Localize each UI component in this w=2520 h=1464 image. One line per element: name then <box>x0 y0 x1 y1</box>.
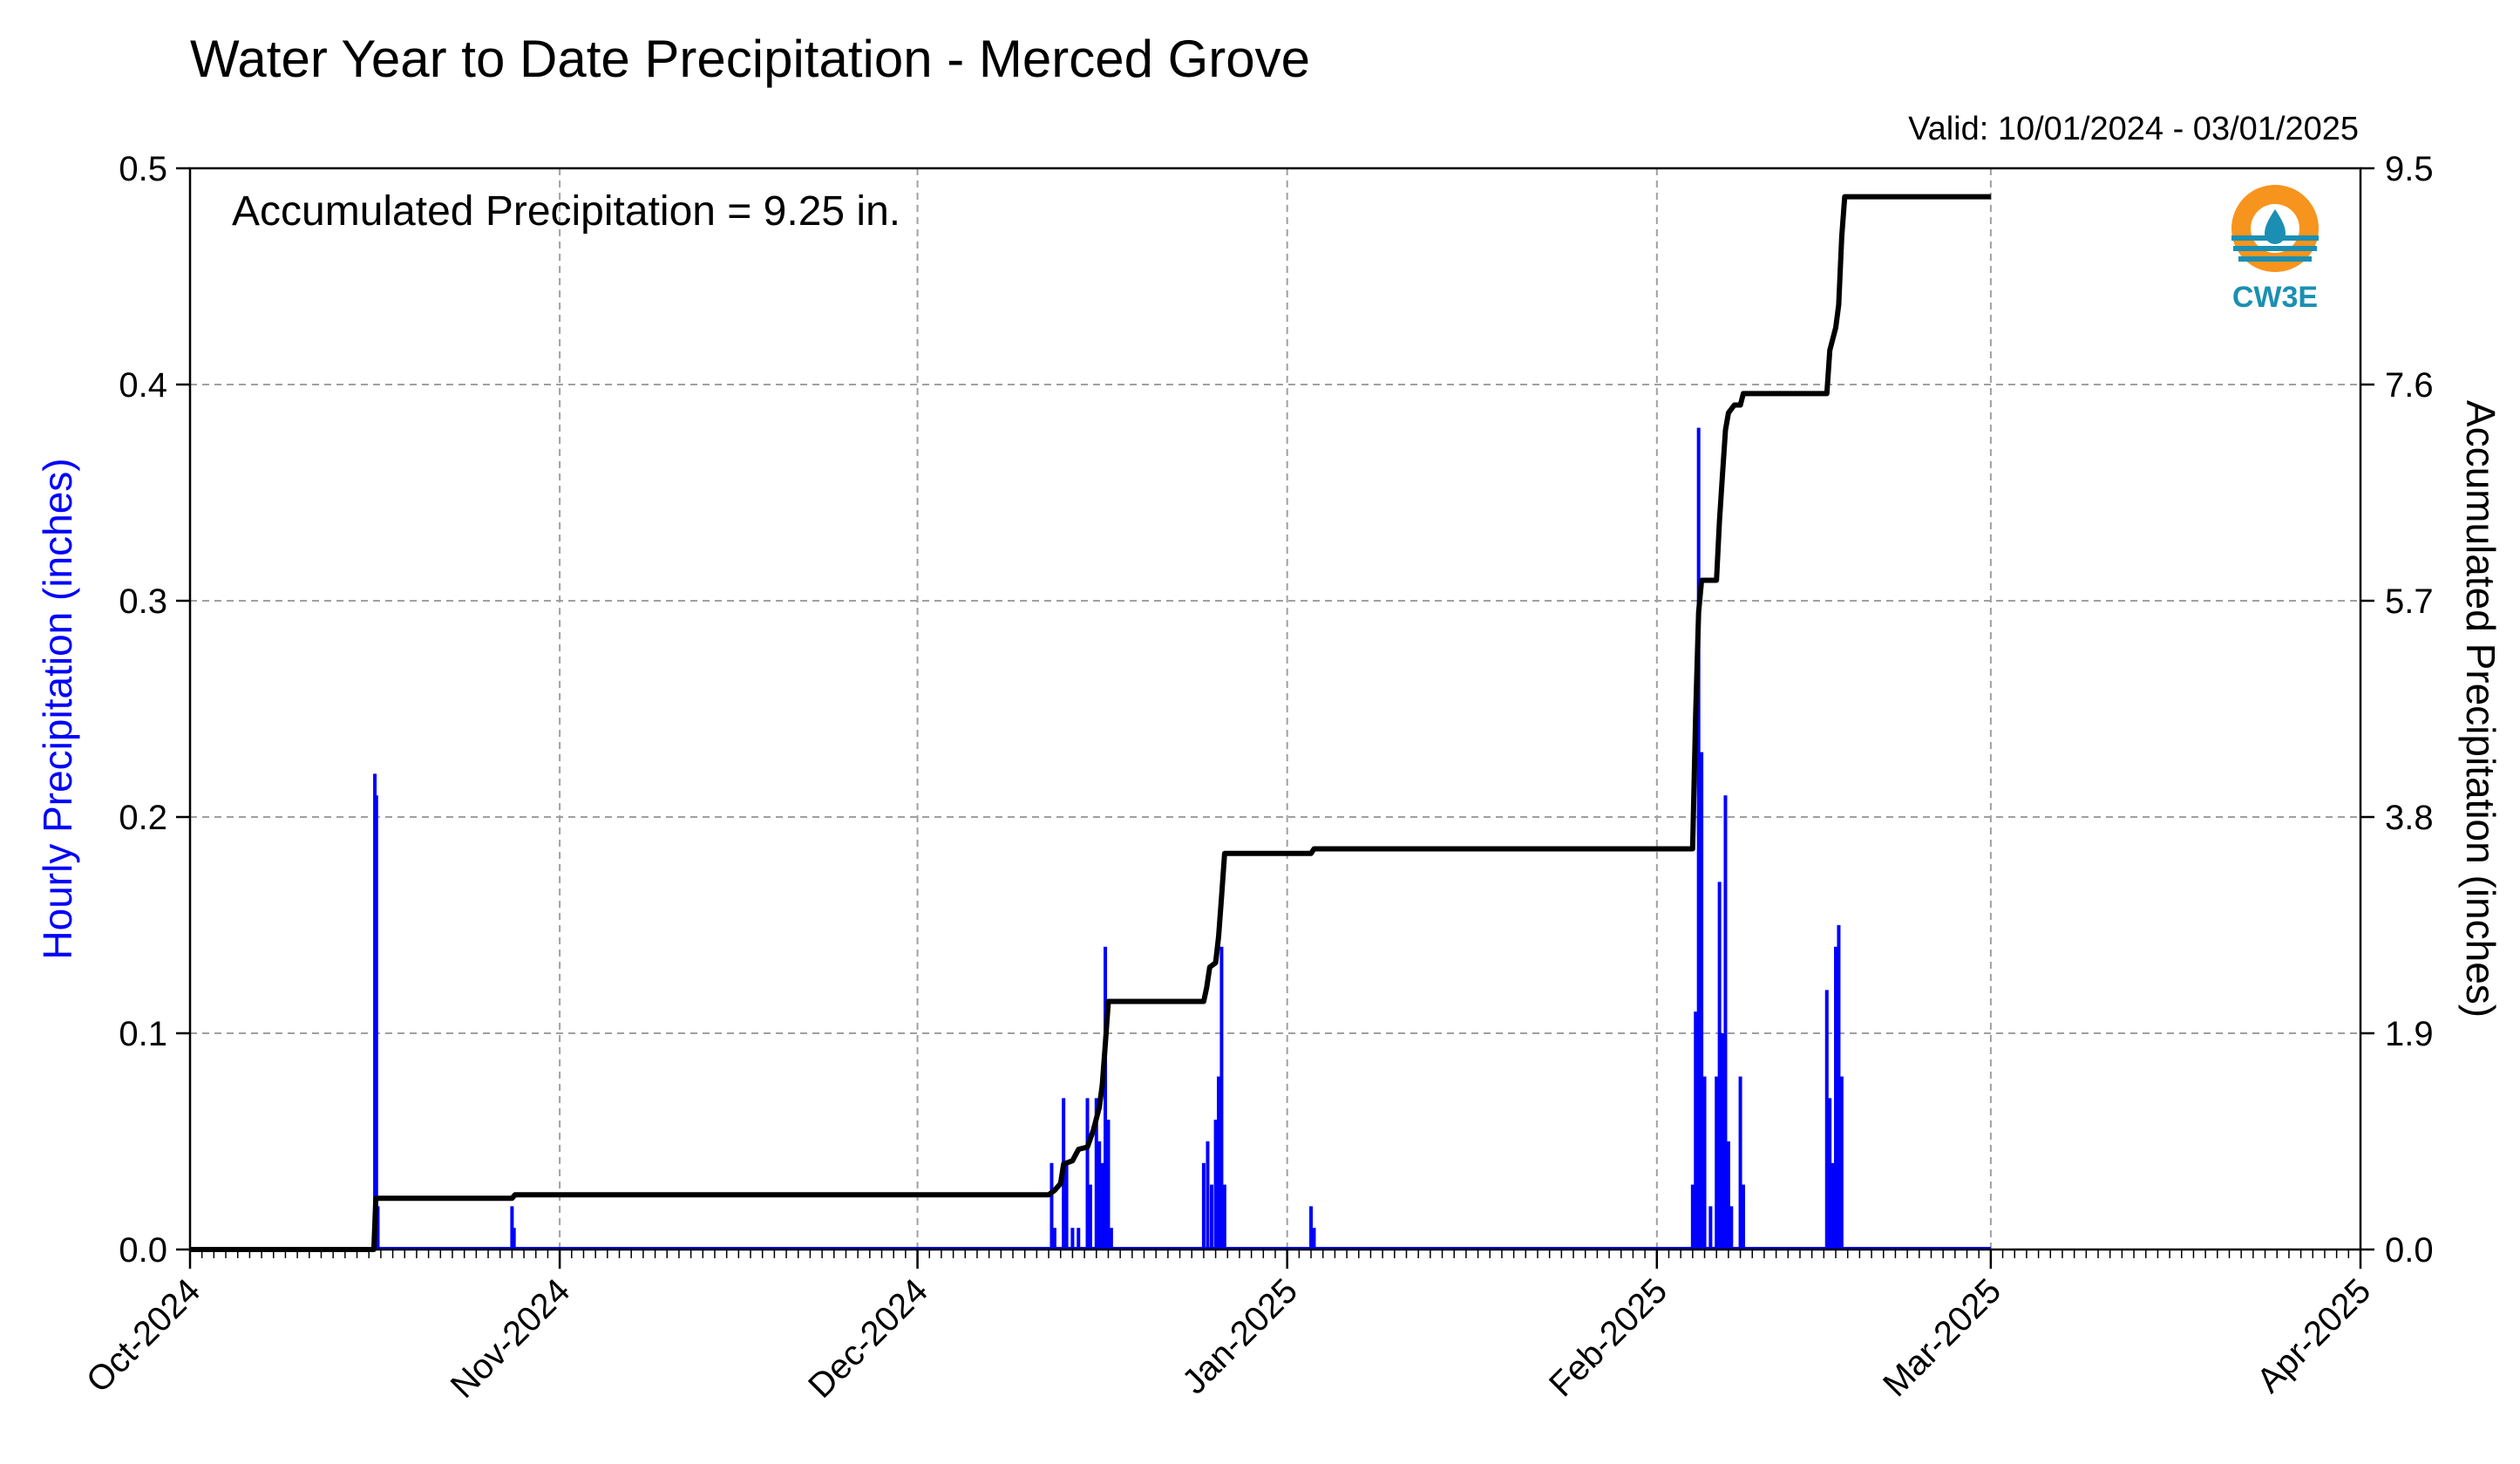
hourly-bar <box>1104 946 1108 1250</box>
accumulated-line <box>190 194 1991 1252</box>
hourly-bar <box>1094 1098 1098 1250</box>
right-y-tick-label: 0.0 <box>2385 1231 2434 1270</box>
left-y-tick-label: 0.1 <box>119 1015 167 1053</box>
logo-wave-3 <box>2238 256 2312 262</box>
hourly-bar <box>1831 1162 1835 1250</box>
hourly-bar <box>1837 925 1841 1250</box>
left-y-tick-label: 0.5 <box>119 150 167 188</box>
hourly-bar <box>1070 1228 1075 1250</box>
hourly-bar <box>1721 1033 1725 1250</box>
left-y-tick-labels: 0.0 0.1 0.2 0.3 0.4 0.5 <box>119 150 167 1270</box>
hourly-bar <box>1206 1141 1210 1250</box>
right-y-tick-labels: 0.0 1.9 3.8 5.7 7.6 9.5 <box>2385 150 2434 1270</box>
hourly-bar <box>1222 1184 1226 1250</box>
left-y-tick-label: 0.4 <box>119 366 167 405</box>
hourly-bar <box>1729 1206 1734 1250</box>
hourly-bar <box>376 1206 380 1250</box>
hourly-bar <box>1694 1011 1698 1250</box>
left-y-tick-label: 0.3 <box>119 582 167 621</box>
hourly-bar <box>1077 1228 1081 1250</box>
hourly-bar <box>1738 1076 1742 1250</box>
logo-text: CW3E <box>2232 281 2318 314</box>
hourly-bar <box>1723 795 1728 1250</box>
accumulated-precipitation-line <box>190 194 1991 1252</box>
hourly-precipitation-bars <box>190 427 1991 1250</box>
hourly-bar <box>1696 427 1701 1250</box>
cw3e-logo: CW3E <box>2231 185 2319 314</box>
hourly-bar <box>1700 752 1704 1250</box>
right-y-axis-label: Accumulated Precipitation (inches) <box>2458 400 2503 1018</box>
right-y-tick-label: 1.9 <box>2385 1015 2434 1053</box>
hourly-bar <box>1052 1228 1056 1250</box>
hourly-bar <box>1702 1076 1707 1250</box>
chart-title: Water Year to Date Precipitation - Merce… <box>190 30 1310 88</box>
hourly-bar <box>1717 882 1722 1250</box>
accumulated-total-annotation: Accumulated Precipitation = 9.25 in. <box>232 188 900 235</box>
hourly-bar <box>1708 1206 1713 1250</box>
hourly-bar <box>1085 1098 1090 1250</box>
hourly-bar <box>1097 1141 1102 1250</box>
hourly-bar <box>1824 990 1829 1250</box>
left-y-tick-label: 0.2 <box>119 799 167 837</box>
right-y-tick-label: 3.8 <box>2385 799 2434 837</box>
hourly-bar <box>1839 1076 1844 1250</box>
hourly-bar <box>1828 1098 1832 1250</box>
hourly-bar <box>1213 1120 1218 1250</box>
hourly-bar <box>1106 1120 1111 1250</box>
valid-date-range: Valid: 10/01/2024 - 03/01/2025 <box>1908 111 2359 147</box>
hourly-bar <box>1210 1184 1214 1250</box>
hourly-bar <box>510 1206 514 1250</box>
hourly-bar <box>1219 946 1224 1250</box>
hourly-bar <box>1109 1228 1113 1250</box>
hourly-bar <box>512 1228 516 1250</box>
logo-wave-2 <box>2233 246 2317 251</box>
hourly-bar <box>1100 1162 1104 1250</box>
grid-lines <box>190 168 2360 1250</box>
hourly-bar <box>1690 1184 1695 1250</box>
axis-ticks <box>176 167 2374 1269</box>
right-y-tick-label: 5.7 <box>2385 582 2434 621</box>
left-y-tick-label: 0.0 <box>119 1231 167 1270</box>
hourly-bar <box>1201 1162 1206 1250</box>
hourly-bar <box>1309 1206 1314 1250</box>
right-y-tick-label: 9.5 <box>2385 150 2434 188</box>
hourly-bar <box>1088 1184 1092 1250</box>
hourly-bar <box>1834 946 1838 1250</box>
logo-wave-1 <box>2231 235 2319 241</box>
left-y-axis-label: Hourly Precipitation (inches) <box>35 458 80 959</box>
hourly-bar <box>1312 1228 1316 1250</box>
right-y-tick-label: 7.6 <box>2385 366 2434 405</box>
hourly-bar <box>1741 1184 1745 1250</box>
hourly-bar <box>1217 1076 1221 1250</box>
hourly-bar <box>1726 1141 1730 1250</box>
hourly-bar <box>1064 1162 1069 1250</box>
hourly-bar <box>1049 1162 1054 1250</box>
hourly-bar <box>374 795 378 1250</box>
hourly-bar <box>1715 1076 1719 1250</box>
